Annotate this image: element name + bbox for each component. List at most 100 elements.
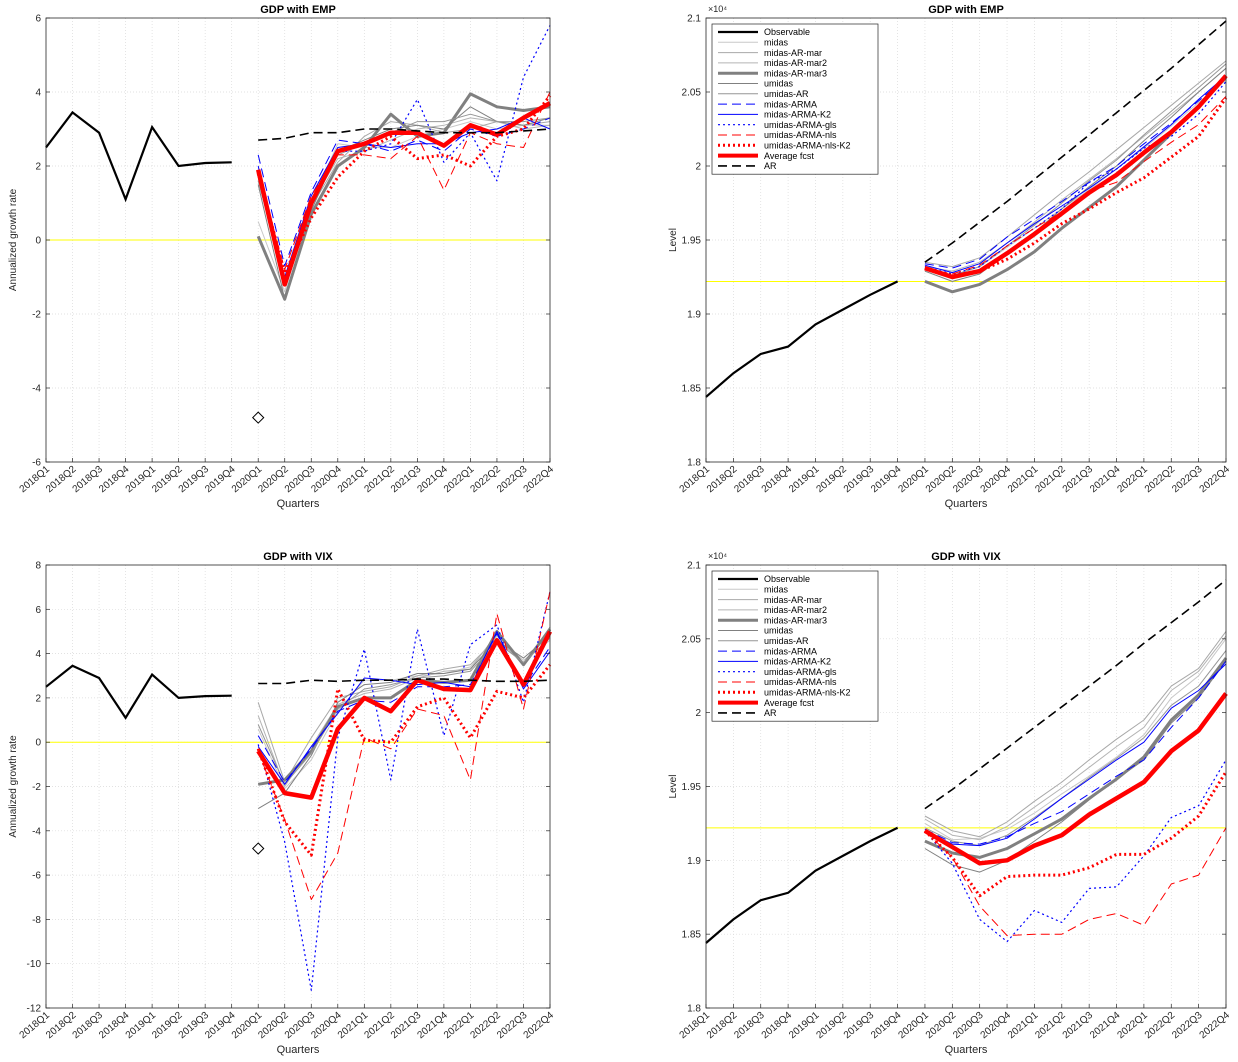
legend-entry: midas-ARMA-K2 [764,657,831,667]
series-line-midas [924,79,1227,276]
legend-entry: umidas-AR [764,636,809,646]
series-line-umidas-arma-nls [257,591,551,900]
legend-entry: umidas-ARMA-gls [764,667,837,677]
y-tick-label: 2 [695,162,701,173]
y-tick-label: 2 [35,693,41,704]
legend-entry: umidas-ARMA-nls-K2 [764,688,851,698]
legend-entry: midas [764,585,789,595]
legend-entry: midas-AR-mar2 [764,58,827,68]
series-line-midas-arma-k2 [257,631,551,785]
y-tick-label: -4 [32,826,41,837]
series-line-umidas-arma-gls [257,591,551,991]
y-tick-label: 8 [35,561,41,572]
legend-entry: midas-ARMA [764,646,817,656]
y-tick-label: -8 [32,915,41,926]
chart-panel-2: 1.81.851.91.9522.052.12018Q12018Q22018Q3… [668,4,1232,510]
series-line-umidas [257,106,551,300]
series-line-midas-ar-mar2 [924,635,1227,841]
y-tick-label: 2.1 [687,561,701,572]
series-line-midas-ar-mar3 [924,657,1228,859]
y-tick-label: -2 [32,782,41,793]
y-tick-label: -6 [32,458,41,469]
chart-title: GDP with VIX [263,551,333,563]
legend-entry: Average fcst [764,151,814,161]
x-axis-label: Quarters [277,498,320,510]
legend-entry: midas-AR-mar [764,595,822,605]
y-tick-label: -10 [27,959,42,970]
series-line-midas-arma-k2 [924,75,1227,274]
legend-entry: midas-ARMA [764,99,817,109]
legend-entry: AR [764,708,777,718]
y-tick-label: 4 [35,88,41,99]
legend-entry: midas [764,38,789,48]
legend-entry: midas-AR-mar3 [764,68,827,78]
y-axis-exponent: ×10⁴ [708,551,727,561]
series-line-midas-ar-mar [924,631,1227,838]
series-line-midas-arma [924,660,1227,845]
y-tick-label: -4 [32,384,41,395]
y-tick-label: 1.8 [687,458,701,469]
series-line-ar [258,128,551,141]
series-line-midas-ar-mar [924,60,1227,268]
legend: Observablemidasmidas-AR-marmidas-AR-mar2… [711,23,879,175]
legend-entry: umidas-AR [764,89,809,99]
legend: Observablemidasmidas-AR-marmidas-AR-mar2… [711,570,879,722]
legend-entry: midas-ARMA-K2 [764,110,831,120]
y-tick-label: -6 [32,871,41,882]
series-line-midas-ar-mar3 [924,76,1228,294]
data-marker-diamond [252,842,265,855]
series-line-midas-arma-k2 [257,117,551,278]
chart-panel-3: -12-10-8-6-4-2024682018Q12018Q22018Q3201… [8,551,556,1056]
legend-entry: Observable [764,27,810,37]
y-axis-label: Level [668,775,679,799]
legend-entry: umidas [764,626,794,636]
chart-title: GDP with EMP [260,4,336,16]
series-line-observable [705,280,899,398]
x-tick-label: 2022Q4 [1198,1010,1233,1042]
series-line-ar [924,20,1227,263]
x-tick-label: 2022Q4 [1198,464,1233,496]
series-line-umidas [924,660,1227,873]
legend-entry: umidas-ARMA-nls-K2 [764,141,851,151]
legend-entry: umidas [764,79,794,89]
series-line-midas-arma-k2 [924,663,1227,847]
series-line-umidas-arma-nls-k2 [256,663,552,857]
y-tick-label: 2 [695,708,701,719]
y-tick-label: 2.05 [682,634,702,645]
legend-box [711,570,879,722]
y-axis-label: Annualized growth rate [8,735,19,838]
chart-panel-4: 1.81.851.91.9522.052.12018Q12018Q22018Q3… [668,551,1232,1056]
series-line-umidas-ar [924,63,1227,276]
y-tick-label: 2 [35,162,41,173]
x-tick-label: 2022Q4 [522,464,557,496]
y-axis-label: Level [668,228,679,252]
series-line-umidas-arma-gls [924,759,1227,943]
y-axis-label: Annualized growth rate [8,188,19,291]
series-line-observable [45,664,232,720]
data-marker-diamond [252,411,265,424]
x-axis-label: Quarters [277,1044,320,1056]
series-line-umidas-arma-nls [257,91,551,271]
x-axis-label: Quarters [945,1044,988,1056]
series-line-umidas-arma-gls [924,81,1227,275]
y-tick-label: 0 [35,236,41,247]
legend-entry: umidas-ARMA-nls [764,130,837,140]
y-tick-label: 1.85 [682,384,702,395]
x-axis-label: Quarters [945,498,988,510]
series-line-average-fcst [256,630,553,800]
series-line-midas-ar-mar2 [924,67,1227,272]
chart-title: GDP with EMP [928,4,1004,16]
y-tick-label: 1.9 [687,856,701,867]
legend-entry: umidas-ARMA-nls [764,677,837,687]
x-tick-label: 2022Q4 [522,1010,557,1042]
series-line-umidas [924,67,1227,282]
chart-title: GDP with VIX [931,551,1001,563]
legend-entry: Observable [764,574,810,584]
legend-box [711,23,879,175]
series-line-average-fcst [923,692,1228,866]
series-line-umidas-arma-nls-k2 [256,94,552,275]
series-line-midas-ar-mar [257,626,551,783]
y-tick-label: -2 [32,310,41,321]
